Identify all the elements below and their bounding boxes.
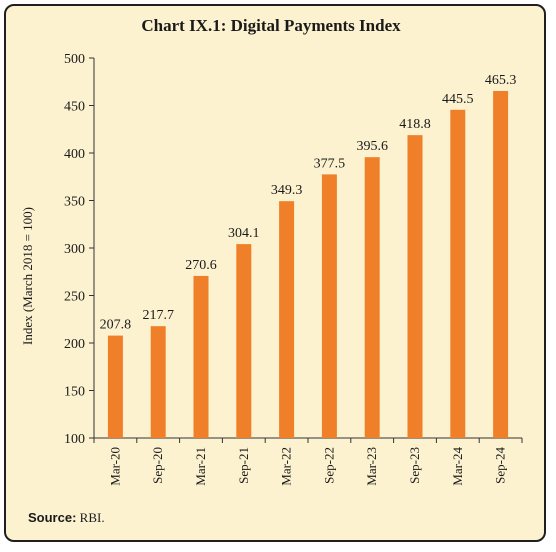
bar xyxy=(321,174,337,438)
data-label: 207.8 xyxy=(100,318,132,333)
x-tick-label: Sep-22 xyxy=(321,447,336,484)
x-tick-label: Sep-20 xyxy=(150,447,165,484)
x-tick-label: Mar-20 xyxy=(107,447,122,486)
y-tick-label: 100 xyxy=(64,432,85,447)
bar xyxy=(364,157,380,438)
data-label: 465.3 xyxy=(485,73,517,88)
bar xyxy=(193,275,209,438)
data-label: 377.5 xyxy=(314,156,346,171)
x-tick-label: Sep-23 xyxy=(407,447,422,484)
bar xyxy=(107,335,123,438)
data-label: 395.6 xyxy=(356,139,388,154)
x-tick-label: Sep-21 xyxy=(236,447,251,484)
y-tick-label: 250 xyxy=(64,290,85,305)
x-tick-label: Mar-22 xyxy=(279,447,294,486)
bar xyxy=(407,135,423,438)
y-tick-label: 200 xyxy=(64,337,85,352)
x-tick-label: Mar-21 xyxy=(193,447,208,486)
x-tick-label: Mar-24 xyxy=(450,447,465,486)
y-tick-label: 500 xyxy=(64,52,85,67)
x-tick-label: Sep-24 xyxy=(493,447,508,484)
bar xyxy=(150,326,166,438)
bar xyxy=(236,244,252,438)
data-label: 270.6 xyxy=(185,258,217,273)
source-note: Source: RBI. xyxy=(28,510,105,526)
x-tick-label: Mar-23 xyxy=(364,447,379,486)
bar xyxy=(450,109,466,439)
y-tick-label: 400 xyxy=(64,147,85,162)
y-tick-label: 350 xyxy=(64,195,85,210)
y-tick-label: 150 xyxy=(64,385,85,400)
source-text: RBI. xyxy=(76,510,105,525)
data-label: 349.3 xyxy=(271,183,303,198)
y-tick-label: 450 xyxy=(64,100,85,115)
source-label: Source: xyxy=(28,510,77,525)
y-tick-label: 300 xyxy=(64,242,85,257)
chart-title: Chart IX.1: Digital Payments Index xyxy=(141,16,401,35)
data-label: 445.5 xyxy=(442,92,474,107)
bar xyxy=(493,90,509,438)
bar xyxy=(279,201,295,438)
data-label: 304.1 xyxy=(228,226,260,241)
data-label: 217.7 xyxy=(142,308,174,323)
data-label: 418.8 xyxy=(399,117,431,132)
